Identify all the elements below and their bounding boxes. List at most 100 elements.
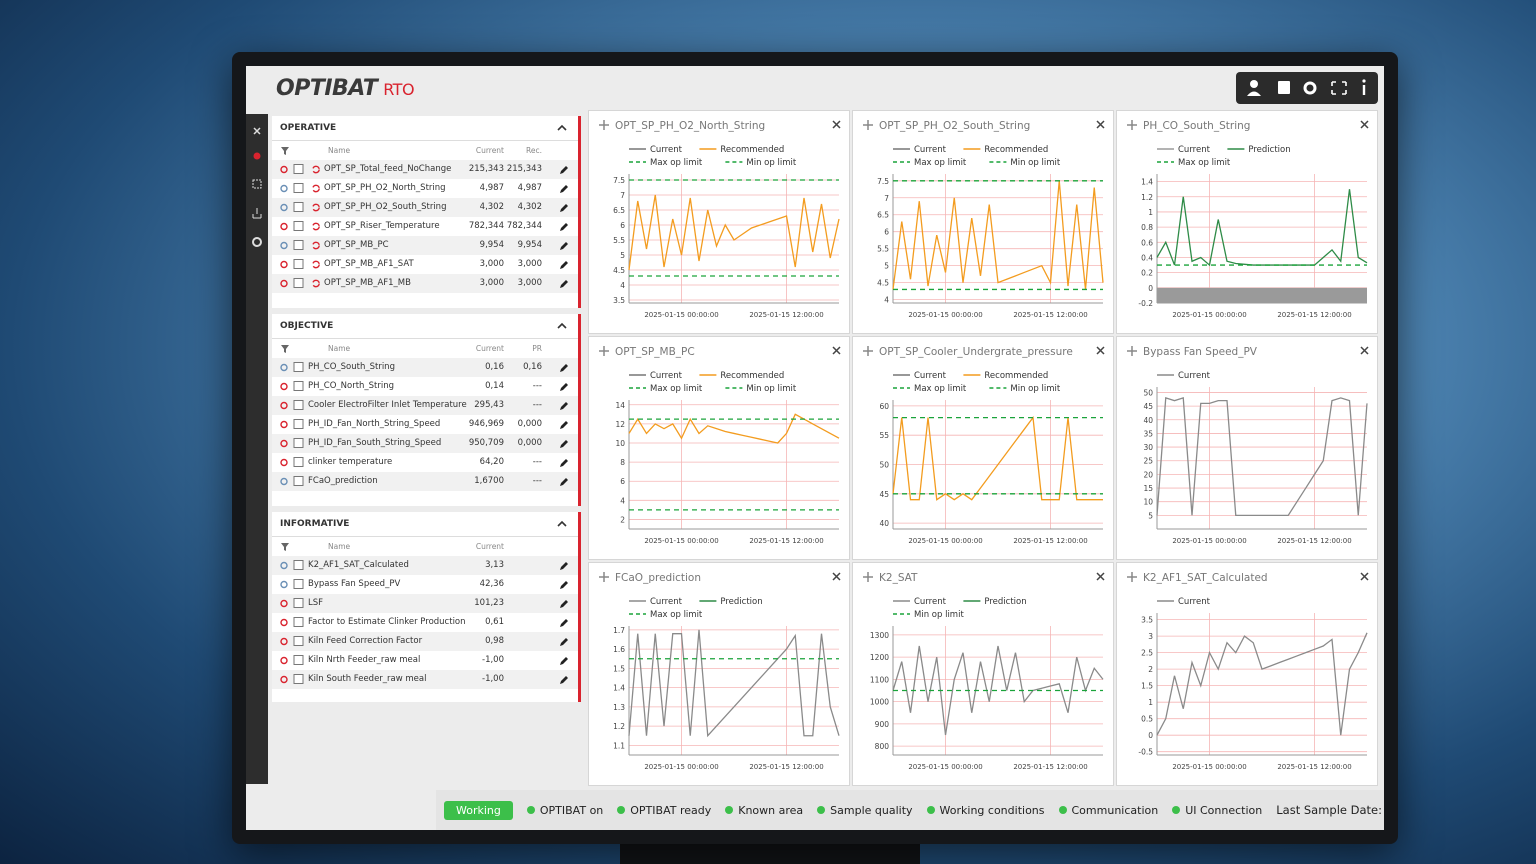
pencil[interactable] — [560, 600, 568, 608]
user-settings-icon-body[interactable] — [1247, 91, 1261, 97]
pencil[interactable] — [560, 383, 568, 391]
row-checkbox[interactable] — [293, 674, 304, 684]
visibility-icon[interactable] — [280, 599, 288, 608]
filter-shape[interactable] — [281, 345, 289, 353]
filter-shape[interactable] — [281, 543, 289, 551]
fullscreen-icon[interactable] — [1331, 81, 1347, 95]
row-checkbox[interactable] — [293, 221, 304, 231]
row-checkbox[interactable] — [293, 636, 304, 646]
move-icon[interactable] — [1127, 346, 1137, 356]
chevron[interactable] — [557, 124, 567, 131]
move-icon[interactable] — [863, 346, 873, 356]
move-icon[interactable] — [1127, 120, 1137, 130]
edit-icon[interactable] — [558, 183, 570, 195]
pencil[interactable] — [560, 261, 568, 269]
edit-icon[interactable] — [558, 560, 570, 572]
visibility-icon[interactable] — [280, 458, 288, 467]
info-icon-dot[interactable] — [1362, 79, 1366, 83]
filter-shape[interactable] — [281, 147, 289, 155]
pencil[interactable] — [560, 166, 568, 174]
row-checkbox[interactable] — [293, 438, 304, 448]
edit-icon[interactable] — [558, 579, 570, 591]
row-checkbox[interactable] — [293, 278, 304, 288]
edit-icon[interactable] — [558, 240, 570, 252]
pencil[interactable] — [560, 223, 568, 231]
pencil[interactable] — [560, 242, 568, 250]
pencil[interactable] — [560, 459, 568, 467]
edit-icon[interactable] — [558, 278, 570, 290]
close-icon[interactable] — [1096, 346, 1105, 355]
collapse-icon[interactable] — [556, 320, 568, 332]
pencil[interactable] — [560, 562, 568, 570]
row-checkbox[interactable] — [293, 579, 304, 589]
close-icon[interactable] — [1360, 346, 1369, 355]
visibility-icon[interactable] — [280, 382, 288, 391]
alert-icon[interactable] — [253, 152, 261, 160]
move-icon[interactable] — [599, 120, 609, 130]
chevron[interactable] — [557, 520, 567, 527]
row-checkbox[interactable] — [293, 259, 304, 269]
tree-icon[interactable] — [252, 208, 262, 219]
pencil[interactable] — [560, 185, 568, 193]
visibility-icon[interactable] — [280, 675, 288, 684]
visibility-icon[interactable] — [280, 222, 288, 231]
visibility-icon[interactable] — [280, 656, 288, 665]
edit-icon[interactable] — [558, 598, 570, 610]
pencil[interactable] — [560, 619, 568, 627]
pencil[interactable] — [560, 478, 568, 486]
edit-icon[interactable] — [558, 221, 570, 233]
edit-icon[interactable] — [558, 617, 570, 629]
info-icon[interactable] — [1362, 85, 1366, 95]
row-checkbox[interactable] — [293, 476, 304, 486]
close-icon[interactable] — [1360, 572, 1369, 581]
close-icon[interactable] — [832, 572, 841, 581]
edit-icon[interactable] — [558, 476, 570, 488]
row-checkbox[interactable] — [293, 457, 304, 467]
row-checkbox[interactable] — [293, 400, 304, 410]
visibility-icon[interactable] — [280, 279, 288, 288]
pencil[interactable] — [560, 676, 568, 684]
visibility-icon[interactable] — [280, 420, 288, 429]
row-checkbox[interactable] — [293, 164, 304, 174]
row-checkbox[interactable] — [293, 381, 304, 391]
visibility-icon[interactable] — [280, 618, 288, 627]
visibility-icon[interactable] — [280, 203, 288, 212]
close-icon[interactable] — [1096, 572, 1105, 581]
edit-icon[interactable] — [558, 400, 570, 412]
row-checkbox[interactable] — [293, 362, 304, 372]
edit-icon[interactable] — [558, 636, 570, 648]
edit-icon[interactable] — [558, 362, 570, 374]
pencil[interactable] — [560, 402, 568, 410]
row-checkbox[interactable] — [293, 202, 304, 212]
filter-icon[interactable] — [280, 146, 290, 156]
row-checkbox[interactable] — [293, 240, 304, 250]
close-icon[interactable] — [1360, 120, 1369, 129]
close-icon[interactable] — [253, 127, 261, 135]
edit-icon[interactable] — [558, 259, 570, 271]
user-settings-icon[interactable] — [1250, 80, 1258, 88]
visibility-icon[interactable] — [280, 439, 288, 448]
close-icon[interactable] — [1096, 120, 1105, 129]
visibility-icon[interactable] — [280, 363, 288, 372]
edit-icon[interactable] — [558, 419, 570, 431]
filter-icon[interactable] — [280, 542, 290, 552]
move-icon[interactable] — [863, 572, 873, 582]
close-icon[interactable] — [832, 346, 841, 355]
move-icon[interactable] — [863, 120, 873, 130]
visibility-icon[interactable] — [280, 165, 288, 174]
pencil[interactable] — [560, 280, 568, 288]
pencil[interactable] — [560, 657, 568, 665]
edit-icon[interactable] — [558, 457, 570, 469]
grid-icon[interactable] — [252, 179, 262, 189]
pencil[interactable] — [560, 421, 568, 429]
visibility-icon[interactable] — [280, 637, 288, 646]
chevron[interactable] — [557, 322, 567, 329]
edit-icon[interactable] — [558, 202, 570, 214]
visibility-icon[interactable] — [280, 580, 288, 589]
pencil[interactable] — [560, 440, 568, 448]
pencil[interactable] — [560, 364, 568, 372]
edit-icon[interactable] — [558, 164, 570, 176]
close-icon[interactable] — [832, 120, 841, 129]
row-checkbox[interactable] — [293, 560, 304, 570]
visibility-icon[interactable] — [280, 260, 288, 269]
